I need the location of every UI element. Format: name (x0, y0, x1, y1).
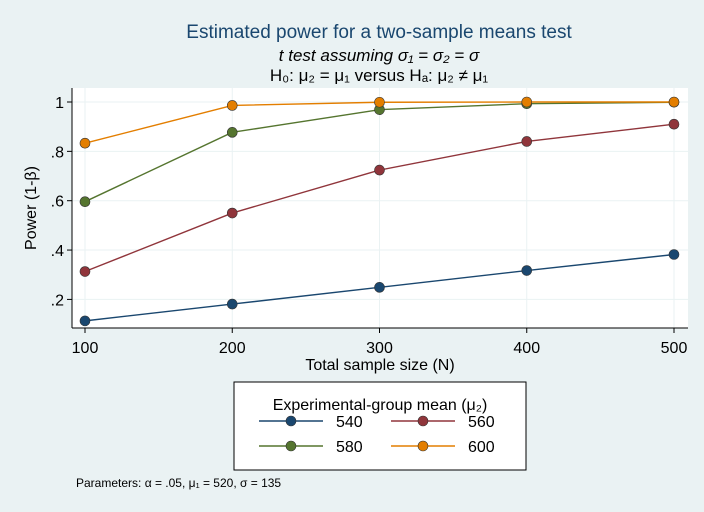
chart-title: Estimated power for a two-sample means t… (186, 22, 572, 43)
legend-title: Experimental-group mean (μ₂) (273, 397, 488, 414)
point-540-100 (79, 315, 91, 327)
point-600-300 (374, 96, 385, 108)
legend-marker-580 (285, 440, 297, 452)
point-540-500 (668, 249, 680, 260)
point-600-100 (79, 137, 91, 149)
chart-subtitle-1: t test assuming σ₁ = σ₂ = σ (279, 46, 480, 65)
y-tick-label: .6 (51, 194, 64, 211)
point-560-100 (79, 266, 91, 277)
x-tick-label: 100 (72, 340, 99, 357)
point-580-200 (226, 127, 238, 138)
legend-box (233, 381, 527, 471)
x-tick-label: 200 (219, 340, 246, 357)
chart-subtitle-2: H₀: μ₂ = μ₁ versus Hₐ: μ₂ ≠ μ₁ (270, 66, 489, 85)
y-tick-label: .4 (51, 243, 64, 260)
x-axis-label: Total sample size (N) (305, 357, 454, 374)
point-600-400 (521, 96, 533, 108)
point-560-300 (374, 164, 385, 176)
point-560-500 (668, 118, 680, 130)
point-600-500 (668, 96, 680, 108)
point-580-100 (79, 196, 91, 207)
point-540-200 (226, 298, 238, 310)
legend-label-580: 580 (336, 439, 363, 456)
y-tick-label: .2 (51, 292, 64, 309)
x-tick-label: 300 (366, 340, 393, 357)
x-tick-label: 400 (513, 340, 540, 357)
legend-label-600: 600 (468, 439, 495, 456)
legend-label-540: 540 (336, 414, 363, 431)
point-560-400 (521, 136, 533, 147)
point-560-200 (226, 207, 238, 219)
x-tick-label: 500 (661, 340, 688, 357)
point-540-300 (374, 282, 385, 293)
legend-marker-560 (417, 415, 429, 427)
parameters-note: Parameters: α = .05, μ₁ = 520, σ = 135 (76, 476, 281, 490)
point-540-400 (521, 265, 533, 276)
legend-marker-600 (417, 440, 429, 452)
y-axis-label: Power (1-β) (23, 166, 40, 250)
legend-marker-540 (285, 415, 297, 427)
point-600-200 (226, 100, 238, 111)
y-tick-label: .8 (51, 144, 64, 161)
legend-label-560: 560 (468, 414, 495, 431)
y-tick-label: 1 (55, 95, 64, 112)
